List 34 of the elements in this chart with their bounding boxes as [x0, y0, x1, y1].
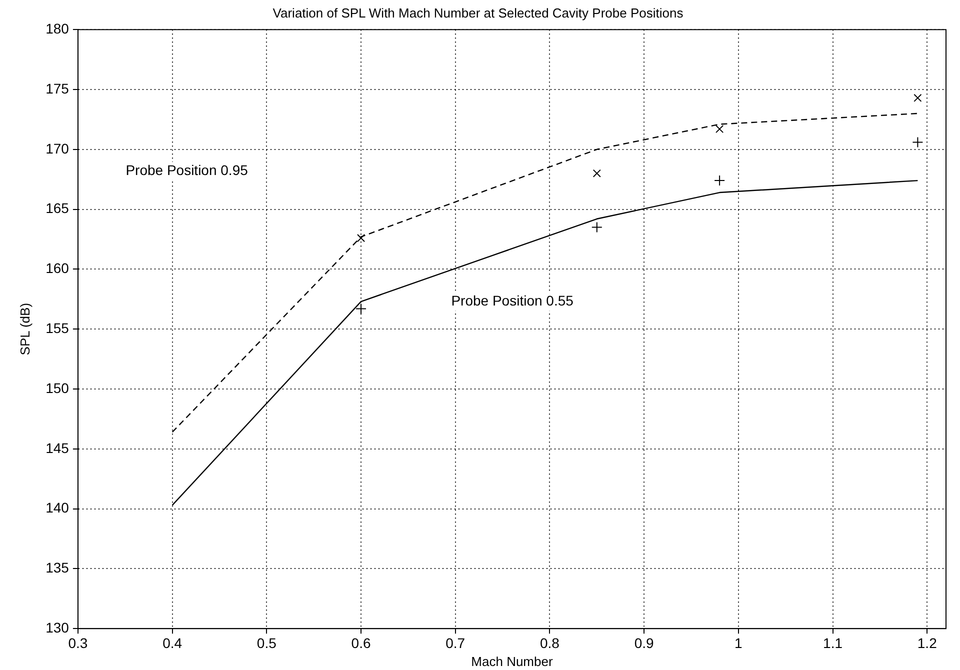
- point: [714, 175, 726, 186]
- x-tick-label: 0.3: [68, 634, 88, 651]
- point: [592, 169, 601, 178]
- y-tick-label: 140: [46, 500, 70, 516]
- x-tick-label: 0.9: [634, 634, 654, 651]
- x-tick-label: 1: [734, 634, 743, 651]
- chart-title: Variation of SPL With Mach Number at Selected Cavity Probe Positions: [272, 5, 684, 20]
- x-tick-label: 1.1: [823, 634, 843, 651]
- y-tick-label: 175: [46, 80, 70, 96]
- x-tick-label: 0.6: [351, 634, 371, 651]
- y-tick-label: 150: [46, 380, 70, 396]
- annotation: Probe Position 0.95: [126, 162, 248, 178]
- y-tick-label: 170: [46, 140, 70, 156]
- y-tick-label: 130: [46, 619, 70, 636]
- y-tick-label: 145: [46, 440, 70, 456]
- point: [591, 222, 602, 233]
- x-tick-label: 0.4: [162, 634, 182, 651]
- point: [912, 136, 924, 148]
- x-tick-label: 0.7: [446, 634, 466, 651]
- x-axis-title: Mach Number: [471, 654, 554, 669]
- y-axis-title: SPL (dB): [17, 302, 32, 356]
- point: [356, 234, 366, 242]
- annotation: Probe Position 0.55: [451, 292, 574, 308]
- y-tick-label: 135: [46, 560, 70, 576]
- y-tick-label: 165: [46, 200, 70, 216]
- point: [716, 125, 724, 134]
- point: [914, 94, 922, 102]
- x-tick-label: 0.5: [256, 634, 277, 651]
- y-tick-label: 180: [46, 20, 70, 36]
- point: [356, 303, 367, 314]
- x-tick-label: 1.2: [917, 634, 938, 651]
- y-tick-label: 155: [46, 320, 70, 336]
- x-tick-label: 0.8: [540, 634, 560, 651]
- y-tick-label: 160: [46, 260, 70, 276]
